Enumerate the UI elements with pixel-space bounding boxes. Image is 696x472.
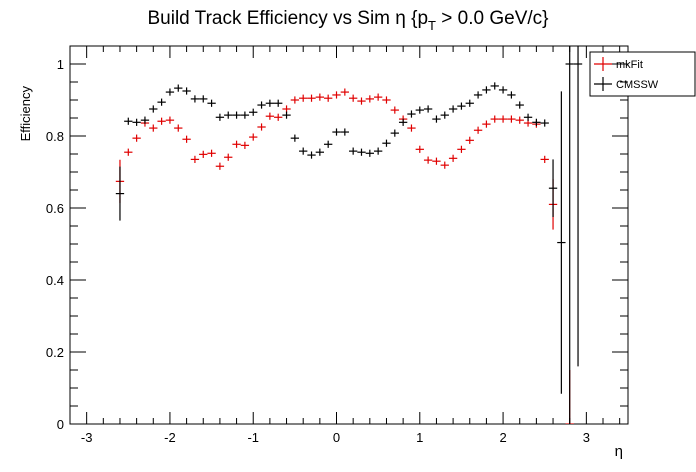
x-tick-label: -1	[247, 430, 259, 445]
y-tick-label: 0.8	[46, 129, 64, 144]
title-subscript: T	[428, 18, 436, 33]
legend-label: mkFit	[616, 59, 643, 71]
x-axis-label: η	[615, 443, 623, 460]
title-end: > 0.0 GeV/c}	[436, 8, 549, 29]
y-tick-label: 0.2	[46, 345, 64, 360]
x-tick-label: -3	[81, 430, 93, 445]
x-tick-label: 0	[333, 430, 340, 445]
legend-label: CMSSW	[616, 79, 659, 91]
y-tick-label: 0	[57, 417, 64, 432]
y-axis-label: Efficiency	[18, 86, 33, 142]
plot-frame	[69, 45, 629, 425]
x-tick-label: 2	[499, 430, 506, 445]
x-tick-label: 3	[583, 430, 590, 445]
y-tick-label: 1	[57, 57, 64, 72]
plot-area	[115, 46, 583, 424]
chart-title: Build Track Efficiency vs Sim η {pT > 0.…	[148, 8, 549, 33]
legend-box	[589, 51, 696, 97]
y-tick-label: 0.4	[46, 273, 64, 288]
title-main: Build Track Efficiency vs Sim η {p	[148, 8, 429, 29]
y-tick-label: 0.6	[46, 201, 64, 216]
x-tick-label: -2	[164, 430, 176, 445]
x-tick-label: 1	[416, 430, 423, 445]
